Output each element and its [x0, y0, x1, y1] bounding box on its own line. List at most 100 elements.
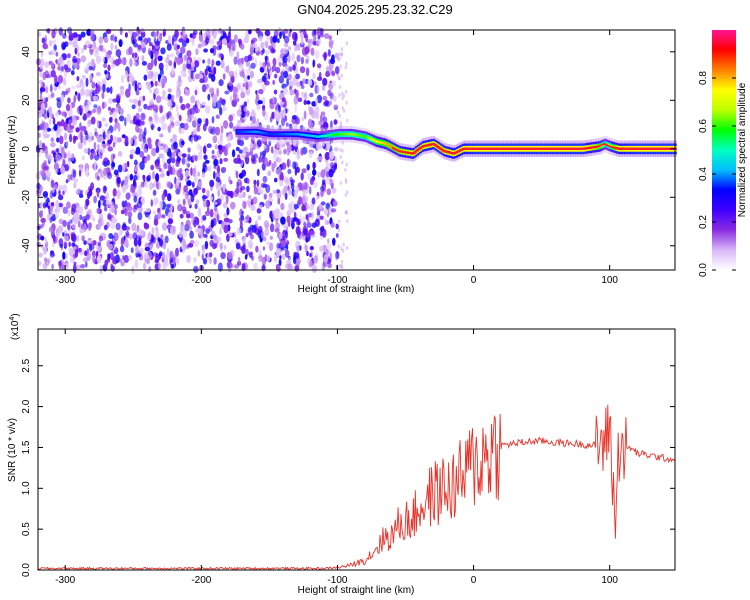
noise-speck: [118, 39, 123, 48]
noise-speck: [331, 187, 337, 194]
noise-speck: [112, 188, 117, 197]
noise-speck: [122, 164, 126, 173]
y-tick-label: 1.0: [21, 481, 32, 495]
noise-speck: [81, 74, 87, 80]
noise-speck: [80, 264, 86, 269]
noise-speck: [281, 253, 286, 260]
ridge-cell: [256, 130, 259, 134]
noise-speck: [113, 232, 119, 242]
noise-speck: [85, 77, 89, 87]
noise-speck: [110, 220, 116, 230]
noise-speck: [53, 184, 58, 191]
noise-speck: [251, 154, 256, 163]
noise-speck: [72, 169, 77, 178]
noise-speck: [141, 61, 147, 66]
noise-speck: [56, 137, 60, 143]
noise-speck: [184, 193, 188, 200]
noise-speck: [212, 135, 218, 144]
noise-speck: [186, 38, 190, 44]
noise-speck: [45, 85, 49, 94]
noise-speck: [157, 126, 161, 132]
noise-speck: [50, 202, 55, 207]
noise-speck: [144, 246, 151, 252]
noise-speck: [249, 47, 254, 56]
noise-speck: [90, 32, 95, 42]
noise-speck: [146, 154, 151, 161]
noise-speck: [118, 123, 121, 133]
noise-speck: [73, 214, 80, 224]
noise-speck: [95, 71, 101, 77]
noise-speck: [175, 161, 180, 167]
spectrogram-noise: [35, 26, 349, 275]
noise-speck: [250, 146, 254, 155]
noise-speck: [44, 44, 49, 49]
noise-speck: [209, 208, 214, 218]
noise-speck: [186, 255, 191, 263]
noise-speck: [241, 238, 246, 245]
noise-speck: [76, 76, 80, 82]
noise-speck: [323, 208, 328, 215]
noise-speck: [305, 58, 309, 64]
noise-speck: [144, 258, 149, 264]
noise-speck: [153, 71, 159, 78]
noise-speck: [209, 48, 215, 54]
ridge-cell: [261, 131, 264, 134]
noise-speck: [42, 191, 49, 198]
noise-speck: [104, 123, 109, 127]
noise-speck: [180, 140, 185, 146]
noise-speck: [138, 206, 143, 213]
noise-speck: [316, 27, 322, 37]
noise-speck: [188, 189, 193, 196]
noise-speck: [70, 70, 75, 76]
ridge-cell: [674, 147, 677, 150]
noise-speck: [154, 80, 158, 87]
noise-speck: [167, 218, 174, 225]
x-tick-label: -200: [191, 575, 211, 586]
noise-speck: [304, 92, 308, 101]
noise-speck: [344, 89, 348, 94]
noise-speck: [220, 32, 224, 37]
noise-speck: [117, 151, 123, 157]
noise-speck: [250, 135, 255, 145]
ridge-cell: [243, 130, 246, 133]
noise-speck: [166, 43, 172, 51]
noise-speck: [237, 138, 241, 146]
noise-speck: [182, 209, 187, 215]
noise-speck: [102, 144, 107, 149]
noise-speck: [81, 125, 87, 132]
noise-speck: [40, 201, 43, 210]
noise-speck: [116, 189, 122, 198]
noise-speck: [96, 189, 100, 198]
noise-speck: [87, 136, 92, 143]
noise-speck: [62, 206, 68, 214]
noise-speck: [316, 195, 319, 200]
noise-speck: [78, 132, 83, 140]
noise-speck: [346, 219, 349, 224]
snr-exponent-close: ): [10, 313, 21, 316]
noise-speck: [137, 100, 141, 107]
noise-speck: [249, 142, 253, 149]
noise-speck: [92, 240, 97, 246]
noise-speck: [57, 225, 64, 234]
noise-speck: [313, 255, 318, 264]
noise-speck: [284, 35, 290, 44]
noise-speck: [283, 70, 289, 79]
noise-speck: [54, 208, 58, 214]
snr-exponent-sup: 4: [9, 317, 16, 321]
noise-speck: [45, 170, 52, 178]
noise-speck: [44, 145, 49, 155]
noise-speck: [143, 262, 147, 270]
noise-speck: [260, 49, 264, 56]
noise-speck: [319, 215, 324, 220]
noise-speck: [171, 157, 176, 164]
noise-speck: [134, 52, 138, 58]
noise-speck: [150, 71, 154, 78]
colorbar-ticks: 0.0 0.2 0.4 0.6 0.8: [698, 71, 736, 277]
noise-speck: [161, 193, 165, 202]
noise-speck: [155, 255, 161, 262]
noise-speck: [151, 148, 157, 157]
noise-speck: [191, 113, 194, 120]
noise-speck: [180, 68, 186, 78]
noise-speck: [295, 226, 301, 235]
